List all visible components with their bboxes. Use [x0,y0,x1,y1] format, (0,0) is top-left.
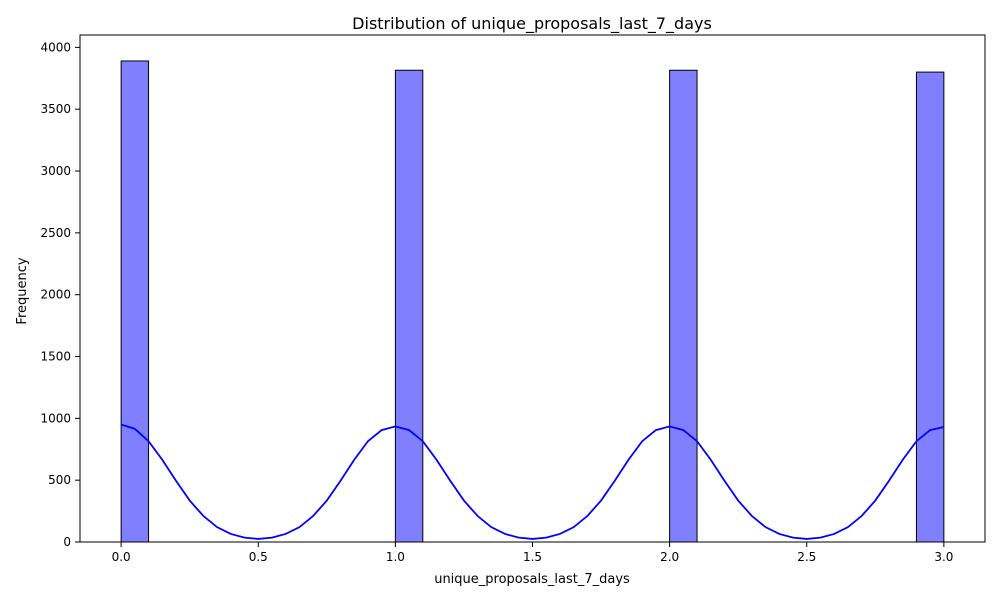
y-axis-label: Frequency [15,257,30,324]
y-tick-label: 1500 [40,350,71,364]
x-tick-label: 3.0 [934,550,953,564]
bars-layer [120,60,945,543]
histogram-bar [669,69,698,543]
x-tick-label: 1.5 [523,550,542,564]
y-tick-label: 2500 [40,226,71,240]
x-tick-label: 2.0 [660,550,679,564]
kde-layer [120,423,945,540]
x-tick-label: 0.0 [112,550,131,564]
x-tick-label: 1.0 [386,550,405,564]
kde-curve [120,423,945,540]
axes-layer: 0.0 0.5 1.0 1.5 2.0 2.5 3.0 0 500 1000 1500 2000 250… [40,34,986,564]
chart-title: Distribution of unique_proposals_last_7_… [352,14,712,34]
x-tick-label: 0.5 [249,550,268,564]
y-tick-label: 1000 [40,411,71,425]
histogram-bar [394,69,424,543]
y-tick-label: 500 [48,473,71,487]
y-tick-label: 2000 [40,288,71,302]
x-axis-label: unique_proposals_last_7_days [434,572,630,587]
plot-frame [79,34,986,543]
y-tick-label: 3500 [40,102,71,116]
histogram-bar [120,60,150,543]
histogram-bar [915,71,945,543]
y-tick-label: 3000 [40,164,71,178]
x-tick-label: 2.5 [797,550,816,564]
y-tick-label: 4000 [40,40,71,54]
y-tick-label: 0 [63,535,71,549]
